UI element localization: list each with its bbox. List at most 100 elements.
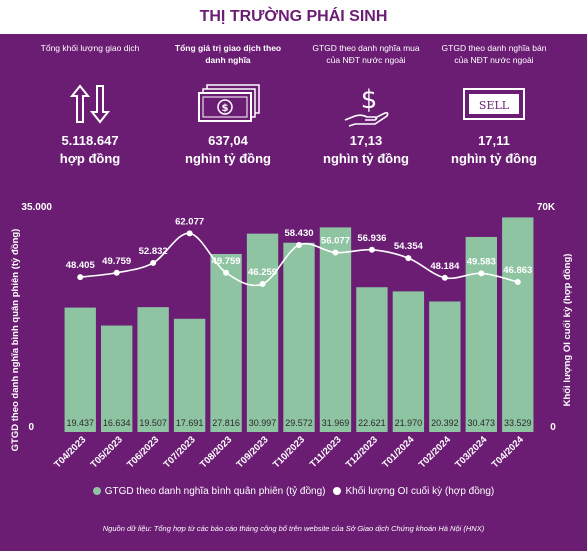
- bar: [465, 236, 497, 432]
- bar-value-label: 30.473: [468, 418, 496, 428]
- bar-value-label: 16.634: [103, 418, 131, 428]
- page-title: THỊ TRƯỜNG PHÁI SINH: [0, 0, 587, 34]
- right-axis-title: Khối lượng OI cuối kỳ (hợp đồng): [562, 254, 573, 407]
- oi-point: [405, 255, 412, 262]
- stat-foreign-buy: GTGD theo danh nghĩa mua của NĐT nước ng…: [306, 42, 426, 168]
- stat-value: 5.118.647: [61, 133, 119, 148]
- oi-point: [441, 274, 448, 281]
- oi-point: [113, 269, 120, 276]
- bar-value-label: 33.529: [504, 418, 532, 428]
- oi-point: [259, 280, 266, 287]
- oi-value-label: 49.583: [467, 256, 496, 267]
- bar: [283, 242, 315, 432]
- left-axis-title: GTGD theo danh nghĩa bình quân phiên (tỷ…: [10, 229, 21, 452]
- stat-value: 17,11: [478, 133, 510, 148]
- bar-value-label: 30.997: [249, 418, 277, 428]
- oi-point: [296, 242, 302, 249]
- stat-unit: nghìn tỷ đồng: [451, 151, 537, 166]
- bar: [429, 301, 461, 432]
- bar: [101, 325, 133, 432]
- legend-label-line: Khối lượng OI cuối kỳ (hợp đồng): [345, 486, 495, 497]
- bar-value-label: 21.970: [395, 418, 423, 428]
- oi-value-label: 62.077: [175, 216, 204, 227]
- sell-sign-icon: SELL: [434, 78, 554, 130]
- x-tick-label: T11/2023: [308, 434, 344, 470]
- bar-value-label: 29.572: [285, 418, 313, 428]
- stat-label: Tổng khối lượng giao dịch: [40, 43, 140, 53]
- svg-text:$: $: [361, 85, 378, 115]
- x-tick-label: T09/2023: [234, 434, 270, 470]
- bar-value-label: 17.691: [176, 418, 204, 428]
- svg-text:$: $: [222, 103, 229, 114]
- x-tick-label: T06/2023: [125, 434, 161, 470]
- bar: [502, 217, 534, 432]
- oi-point: [368, 246, 375, 253]
- bar-value-label: 19.507: [139, 418, 167, 428]
- bar-value-label: 31.969: [322, 418, 350, 428]
- oi-value-label: 46.863: [503, 265, 532, 276]
- stat-label: Tổng giá trị giao dịch theo danh nghĩa: [174, 43, 282, 65]
- legend-item-bars: GTGD theo danh nghĩa bình quân phiên (tỷ…: [92, 486, 326, 497]
- x-tick-label: T01/2024: [380, 434, 417, 471]
- oi-value-label: 49.759: [102, 256, 131, 267]
- bar: [356, 287, 388, 432]
- left-axis-tick-label: 35.000: [21, 202, 52, 213]
- bar: [392, 291, 425, 432]
- x-tick-label: T12/2023: [344, 434, 380, 470]
- oi-value-label: 56.077: [321, 236, 350, 247]
- oi-point: [332, 249, 339, 256]
- x-tick-label: T10/2023: [271, 434, 307, 470]
- legend-item-line: Khối lượng OI cuối kỳ (hợp đồng): [333, 486, 494, 497]
- left-axis-tick-label: 0: [28, 422, 34, 433]
- oi-value-label: 52.832: [139, 246, 168, 257]
- bar-value-label: 27.816: [212, 418, 240, 428]
- x-tick-label: T08/2023: [198, 434, 234, 470]
- stat-total-value: Tổng giá trị giao dịch theo danh nghĩa $…: [168, 42, 288, 168]
- x-tick-label: T03/2024: [453, 434, 490, 471]
- x-tick-label: T04/2024: [490, 434, 527, 471]
- oi-point: [77, 274, 84, 281]
- bar-value-label: 20.392: [431, 418, 459, 428]
- bar-value-label: 19.437: [66, 418, 94, 428]
- stat-value: 17,13: [349, 133, 383, 148]
- legend-swatch-line: [333, 487, 342, 496]
- right-axis-tick-label: 70K: [537, 202, 556, 213]
- oi-point: [150, 259, 157, 266]
- bar: [319, 227, 352, 432]
- oi-point: [223, 269, 230, 276]
- stat-label: GTGD theo danh nghĩa bán của NĐT nước ng…: [441, 43, 547, 65]
- stat-total-volume: Tổng khối lượng giao dịch 5.118.647 hợp …: [30, 42, 150, 168]
- up-down-arrows-icon: [30, 78, 150, 130]
- legend-label-bars: GTGD theo danh nghĩa bình quân phiên (tỷ…: [104, 486, 326, 497]
- svg-text:SELL: SELL: [479, 99, 510, 112]
- stat-foreign-sell: GTGD theo danh nghĩa bán của NĐT nước ng…: [434, 42, 554, 168]
- oi-value-label: 56.936: [357, 233, 386, 244]
- stat-label: GTGD theo danh nghĩa mua của NĐT nước ng…: [312, 43, 420, 65]
- bar: [64, 307, 96, 432]
- oi-value-label: 58.430: [284, 228, 313, 239]
- chart-legend: GTGD theo danh nghĩa bình quân phiên (tỷ…: [0, 486, 587, 497]
- oi-point: [186, 230, 193, 237]
- bar: [137, 307, 169, 432]
- oi-value-label: 49.759: [212, 256, 241, 267]
- x-tick-label: T04/2023: [52, 434, 88, 470]
- source-note: Nguồn dữ liệu: Tổng hợp từ các báo cáo t…: [102, 524, 485, 533]
- oi-point: [514, 279, 521, 286]
- dollar-hand-icon: $: [306, 78, 426, 130]
- money-bills-icon: $: [168, 78, 288, 130]
- stat-unit: nghìn tỷ đồng: [185, 151, 271, 166]
- x-tick-label: T07/2023: [162, 434, 198, 470]
- bar: [246, 233, 279, 432]
- right-axis-tick-label: 0: [550, 422, 556, 433]
- legend-swatch-bars: [92, 487, 101, 496]
- oi-value-label: 48.405: [66, 260, 96, 271]
- oi-value-label: 46.259: [248, 267, 277, 278]
- oi-value-label: 54.354: [394, 241, 424, 252]
- x-tick-label: T05/2023: [89, 434, 125, 470]
- oi-value-label: 48.184: [430, 261, 460, 272]
- bar: [210, 253, 242, 432]
- stat-unit: nghìn tỷ đồng: [323, 151, 409, 166]
- bar-value-label: 22.621: [358, 418, 386, 428]
